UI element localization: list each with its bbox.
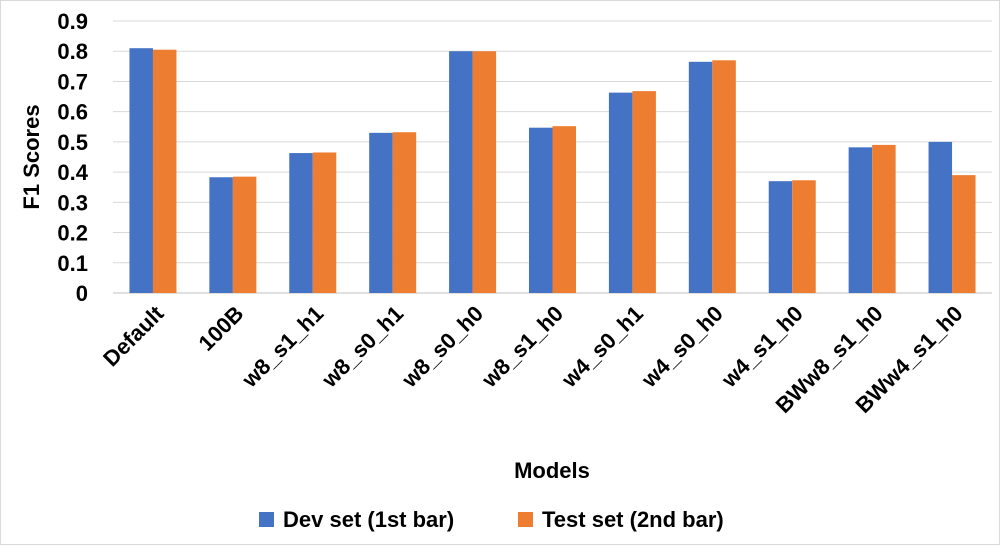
bar-dev-set	[608, 92, 633, 293]
y-tick-label: 0.5	[57, 130, 88, 155]
bars	[129, 48, 976, 294]
bar-test-set	[712, 60, 736, 294]
bar-dev-set	[209, 177, 233, 293]
legend-swatch-test	[518, 512, 533, 527]
bar-test-set	[952, 175, 976, 293]
bar-test-set	[312, 152, 337, 293]
bar-dev-set	[688, 61, 713, 293]
x-tick-label: Default	[98, 300, 169, 371]
bar-dev-set	[928, 141, 953, 293]
bar-dev-set	[848, 147, 873, 293]
bar-dev-set	[289, 153, 313, 293]
y-tick-label: 0.3	[57, 190, 88, 215]
y-tick-labels: 0 0.1 0.2 0.3 0.4 0.5 0.6 0.7 0.8 0.9	[57, 9, 88, 306]
bar-dev-set	[529, 127, 553, 293]
y-tick-label: 0.6	[57, 100, 88, 125]
bar-dev-set	[449, 51, 473, 293]
legend: Dev set (1st bar) Test set (2nd bar)	[259, 507, 724, 532]
bar-test-set	[632, 91, 656, 293]
x-tick-label: w8_s1_h1	[236, 301, 328, 393]
x-tick-labels: Default 100Bw8_s1_h1w8_s0_h1w8_s0_h0w8_s1…	[98, 300, 967, 418]
x-tick-label: 100B	[194, 301, 249, 356]
bar-test-set	[792, 180, 816, 293]
y-tick-label: 0.9	[57, 9, 88, 34]
legend-label-test: Test set (2nd bar)	[542, 507, 724, 532]
bar-test-set	[552, 126, 576, 293]
y-tick-label: 0.1	[57, 251, 88, 276]
x-tick-label: w4_s0_h0	[636, 301, 728, 393]
bar-dev-set	[369, 132, 393, 293]
bar-test-set	[152, 49, 177, 293]
y-tick-label: 0.4	[57, 160, 88, 185]
y-tick-label: 0.8	[57, 39, 88, 64]
bar-test-set	[392, 132, 417, 293]
bar-test-set	[872, 144, 896, 293]
legend-swatch-dev	[259, 512, 274, 527]
y-tick-label: 0.2	[57, 221, 88, 246]
x-tick-label: w8_s0_h0	[396, 301, 488, 393]
bar-test-set	[472, 51, 497, 293]
bar-dev-set	[129, 48, 153, 294]
y-axis-title: F1 Scores	[19, 104, 44, 209]
x-tick-label: w8_s1_h0	[476, 301, 568, 393]
legend-label-dev: Dev set (1st bar)	[283, 507, 454, 532]
bar-dev-set	[768, 181, 793, 293]
x-tick-label: w8_s0_h1	[316, 301, 408, 393]
y-tick-label: 0	[76, 281, 88, 306]
bar-test-set	[232, 176, 257, 293]
x-tick-label: w4_s0_h1	[556, 301, 648, 393]
x-axis-title: Models	[514, 458, 590, 483]
y-tick-label: 0.7	[57, 69, 88, 94]
